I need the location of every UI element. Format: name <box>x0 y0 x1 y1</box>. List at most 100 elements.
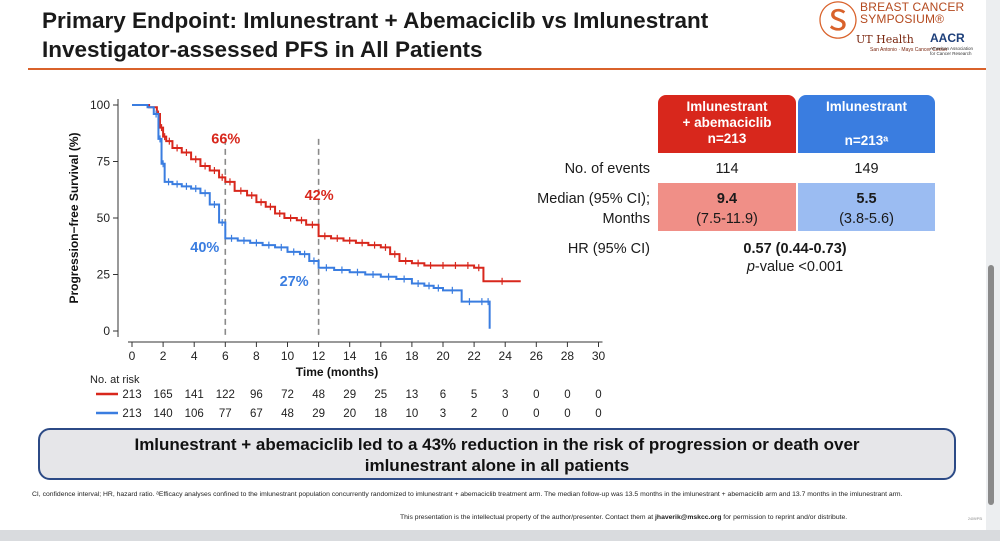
combo-median-cell <box>658 183 796 231</box>
mono-median-cell <box>798 183 935 231</box>
x-tick-label: 12 <box>312 349 326 363</box>
p-value-text: -value <0.001 <box>754 259 844 275</box>
conclusion-line-1: Imlunestrant + abemaciclib led to a 43% … <box>134 435 860 454</box>
hr-label: HR (95% CI) <box>567 241 650 257</box>
combo-risk-count: 0 <box>595 389 601 401</box>
mono-risk-count: 10 <box>406 408 419 420</box>
mono-risk-count: 140 <box>154 408 173 420</box>
vertical-scrollbar[interactable] <box>988 265 994 505</box>
mono-risk-count: 213 <box>122 408 141 420</box>
header-divider <box>28 68 986 70</box>
mono-risk-count: 29 <box>312 408 325 420</box>
mono-header-line-1: Imlunestrant <box>825 99 907 114</box>
events-label: No. of events <box>564 161 650 177</box>
bottom-strip <box>0 530 1000 541</box>
x-tick-label: 0 <box>129 349 136 363</box>
mono-risk-count: 18 <box>374 408 387 420</box>
x-tick-label: 6 <box>222 349 229 363</box>
mono-median-ci: (3.8-5.6) <box>839 211 894 227</box>
chart-labels: 66% 42% 40% 27% <box>190 131 333 289</box>
combo-km-curve <box>132 104 521 283</box>
combo-header-line-2: + abemaciclib <box>682 115 772 130</box>
footnote: CI, confidence interval; HR, hazard rati… <box>32 491 903 498</box>
x-tick-label: 4 <box>191 349 198 363</box>
combo-median-ci: (7.5-11.9) <box>696 211 758 227</box>
mono-risk-count: 77 <box>219 408 232 420</box>
mono-risk-count: 48 <box>281 408 294 420</box>
mono-risk-count: 0 <box>533 408 539 420</box>
reference-lines <box>224 138 320 335</box>
median-label-2: Months <box>602 211 650 227</box>
mono-median: 5.5 <box>856 191 877 207</box>
y-tick-label: 50 <box>97 211 111 225</box>
symposium-logo: Ⓢ BREAST CANCER SYMPOSIUM® UT Health San… <box>818 0 986 62</box>
conclusion-box: Imlunestrant + abemaciclib led to a 43% … <box>38 428 956 480</box>
mono-arm-header: Imlunestrant n=213ᵃ <box>798 95 935 153</box>
ut-health-logo: UT Health <box>856 33 914 46</box>
x-tick-label: 10 <box>281 349 295 363</box>
logo-line-1: BREAST CANCER <box>860 0 965 14</box>
copyright-text: This presentation is the intellectual pr… <box>400 514 656 521</box>
combo-risk-count: 72 <box>281 389 294 401</box>
combo-risk-count: 48 <box>312 389 325 401</box>
x-tick-label: 16 <box>374 349 388 363</box>
y-tick-label: 75 <box>97 155 111 169</box>
combo-risk-count: 141 <box>185 389 204 401</box>
combo-risk-count: 0 <box>564 389 570 401</box>
combo-risk-count: 0 <box>533 389 539 401</box>
x-tick-label: 22 <box>467 349 481 363</box>
y-tick-label: 25 <box>97 268 111 282</box>
median-label-1: Median (95% CI); <box>537 191 650 207</box>
annotation-mono: 27% <box>280 274 309 290</box>
combo-median: 9.4 <box>716 191 738 207</box>
annotation-mono: 40% <box>190 240 219 256</box>
x-tick-label: 8 <box>253 349 260 363</box>
mono-risk-count: 2 <box>471 408 477 420</box>
combo-risk-count: 6 <box>440 389 446 401</box>
slide-title: Primary Endpoint: Imlunestrant + Abemaci… <box>42 6 842 64</box>
aacr-sub: American Association for Cancer Research <box>930 46 974 56</box>
risk-table: No. at risk 213 165 141 122 96 72 48 29 25 13 6 5 3 0 0… <box>90 374 602 420</box>
mono-risk-count: 0 <box>595 408 601 420</box>
combo-header-line-3: n=213 <box>707 131 747 146</box>
x-tick-label: 24 <box>499 349 513 363</box>
combo-risk-count: 213 <box>122 389 141 401</box>
y-axis-label: Progression−free Survival (%) <box>67 132 81 303</box>
x-tick-label: 2 <box>160 349 167 363</box>
conclusion-line-2: imlunestrant alone in all patients <box>364 456 630 475</box>
x-tick-label: 18 <box>405 349 419 363</box>
combo-risk-count: 3 <box>502 389 508 401</box>
hr-value: 0.57 (0.44-0.73) <box>743 241 847 257</box>
ribbon-icon: Ⓢ <box>818 0 858 45</box>
mono-events: 149 <box>854 161 879 177</box>
combo-arm-header: Imlunestrant + abemaciclib n=213 <box>658 95 796 153</box>
x-tick-label: 28 <box>561 349 575 363</box>
combo-risk-count: 5 <box>471 389 477 401</box>
x-tick-label: 30 <box>592 349 606 363</box>
combo-risk-count: 96 <box>250 389 263 401</box>
mono-risk-count: 3 <box>440 408 446 420</box>
slide-code: 2409/PSI <box>968 517 983 521</box>
combo-header-line-1: Imlunestrant <box>686 99 768 114</box>
mono-risk-count: 0 <box>502 408 508 420</box>
risk-table-label: No. at risk <box>90 374 140 386</box>
x-tick-label: 14 <box>343 349 357 363</box>
x-tick-label: 20 <box>436 349 450 363</box>
mono-risk-count: 0 <box>564 408 570 420</box>
y-tick-label: 100 <box>90 98 110 112</box>
p-italic: p <box>746 259 755 275</box>
x-tick-label: 26 <box>530 349 544 363</box>
mono-header-n: n=213ᵃ <box>844 133 889 148</box>
mono-risk-count: 20 <box>343 408 356 420</box>
combo-risk-count: 13 <box>406 389 419 401</box>
mono-km-curve <box>132 104 491 329</box>
contact-email: jhaverik@mskcc.org <box>655 514 722 521</box>
mono-risk-count: 106 <box>185 408 204 420</box>
combo-risk-count: 25 <box>374 389 387 401</box>
annotation-combo: 42% <box>305 188 334 204</box>
combo-events: 114 <box>715 161 739 177</box>
ut-health-sub: San Antonio · Mays Cancer Center <box>870 47 948 53</box>
copyright-notice: This presentation is the intellectual pr… <box>400 514 980 521</box>
